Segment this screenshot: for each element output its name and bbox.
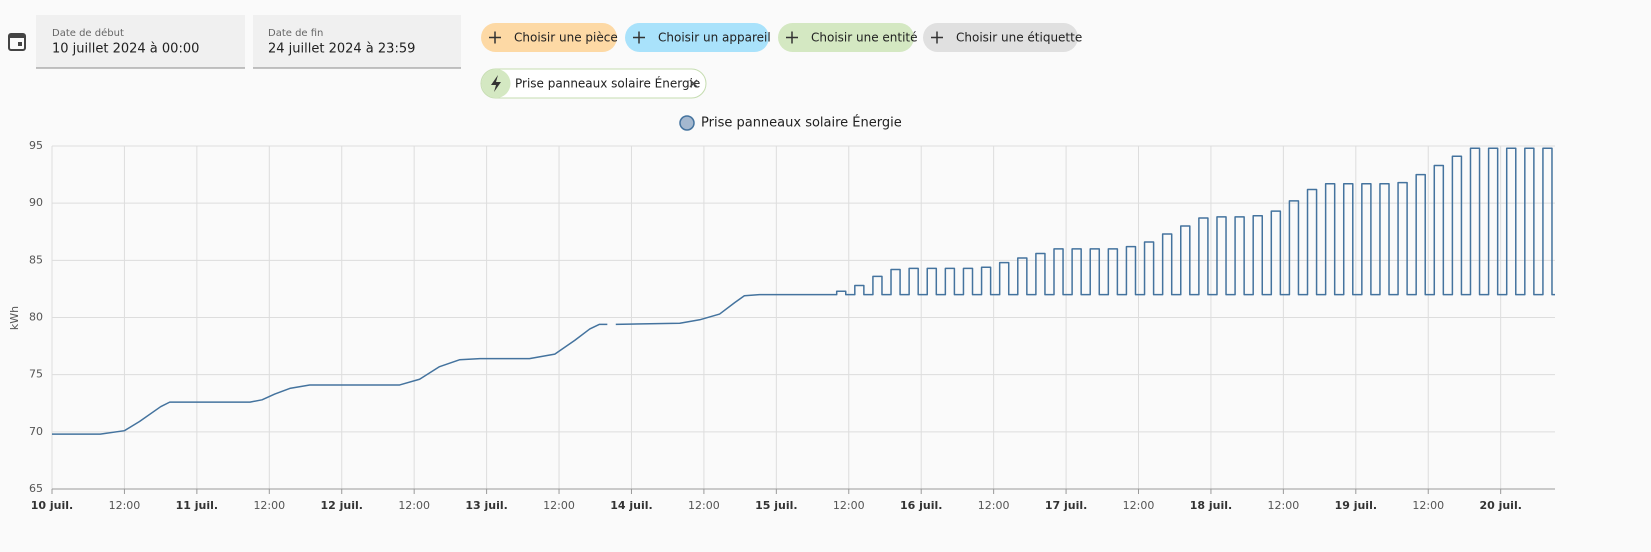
x-tick-label: 15 juil.	[755, 499, 797, 512]
y-tick-label: 85	[29, 253, 43, 266]
x-tick-label: 12:00	[688, 499, 720, 512]
x-tick-label: 12:00	[978, 499, 1010, 512]
x-tick-label: 12:00	[833, 499, 865, 512]
field-label: Date de début	[52, 27, 124, 39]
x-tick-label: 18 juil.	[1190, 499, 1232, 512]
legend-marker[interactable]	[679, 115, 695, 131]
remove-icon[interactable]	[689, 79, 698, 88]
calendar-icon[interactable]	[8, 33, 26, 51]
x-tick-label: 17 juil.	[1045, 499, 1087, 512]
chip-label: Prise panneaux solaire Énergie	[515, 76, 700, 91]
chip-bg	[481, 23, 617, 52]
y-tick-label: 95	[29, 139, 43, 152]
x-tick-label: 14 juil.	[610, 499, 652, 512]
plus-icon	[931, 31, 943, 44]
chip-bg	[625, 23, 769, 52]
x-tick-label: 11 juil.	[176, 499, 218, 512]
x-tick-label: 12:00	[1123, 499, 1155, 512]
plus-icon	[633, 31, 645, 44]
y-axis-title: kWh	[8, 306, 21, 330]
chip-bg	[778, 23, 914, 52]
x-tick-label: 13 juil.	[465, 499, 507, 512]
x-tick-label: 12:00	[109, 499, 141, 512]
filter-chip[interactable]: Choisir une pièce	[481, 23, 618, 52]
chip-label: Choisir une entité	[811, 31, 918, 45]
chip-label: Choisir un appareil	[658, 31, 771, 45]
legend-label[interactable]: Prise panneaux solaire Énergie	[701, 115, 902, 131]
plus-icon	[786, 31, 798, 44]
x-tick-label: 12:00	[543, 499, 575, 512]
plus-icon	[489, 31, 501, 44]
y-tick-label: 70	[29, 425, 43, 438]
filter-chip[interactable]: Choisir un appareil	[625, 23, 771, 52]
field-value: 24 juillet 2024 à 23:59	[268, 42, 415, 57]
x-tick-label: 10 juil.	[31, 499, 73, 512]
x-tick-label: 12:00	[253, 499, 285, 512]
chip-label: Choisir une étiquette	[956, 31, 1082, 45]
start-date-field[interactable]: Date de début 10 juillet 2024 à 00:00	[36, 15, 245, 69]
chip-label: Choisir une pièce	[514, 31, 618, 45]
x-tick-label: 12 juil.	[321, 499, 363, 512]
x-tick-label: 12:00	[1412, 499, 1444, 512]
y-tick-label: 80	[29, 311, 43, 324]
filter-chip[interactable]: Choisir une étiquette	[923, 23, 1082, 52]
chip-bg	[923, 23, 1078, 52]
field-label: Date de fin	[268, 28, 323, 39]
x-tick-label: 12:00	[398, 499, 430, 512]
end-date-field[interactable]: Date de fin 24 juillet 2024 à 23:59	[253, 15, 461, 69]
y-tick-label: 65	[29, 482, 43, 495]
x-tick-label: 19 juil.	[1335, 499, 1377, 512]
selected-entity-chip[interactable]: Prise panneaux solaire Énergie	[480, 68, 707, 99]
data-line	[52, 147, 1555, 435]
y-tick-label: 75	[29, 368, 43, 381]
y-tick-label: 90	[29, 196, 43, 209]
filter-chip[interactable]: Choisir une entité	[778, 23, 918, 52]
x-tick-label: 12:00	[1268, 499, 1300, 512]
field-value: 10 juillet 2024 à 00:00	[52, 42, 199, 57]
x-tick-label: 20 juil.	[1479, 499, 1521, 512]
x-tick-label: 16 juil.	[900, 499, 942, 512]
